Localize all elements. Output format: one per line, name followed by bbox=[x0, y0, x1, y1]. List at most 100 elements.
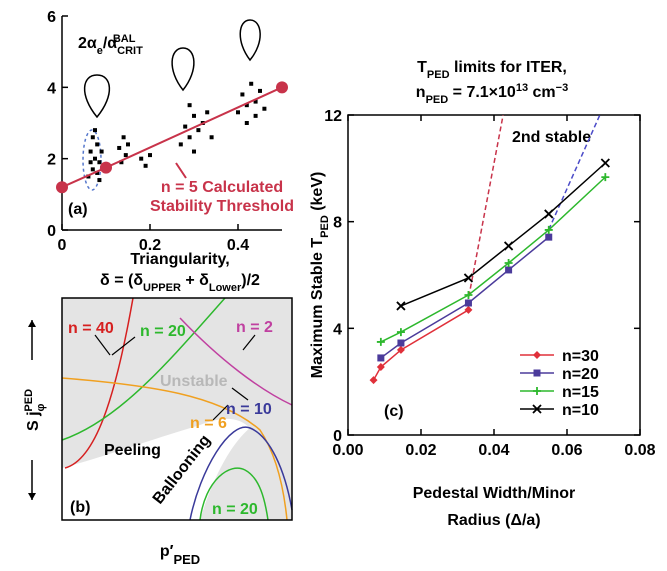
x-tick-label: 0.2 bbox=[139, 237, 161, 254]
data-point bbox=[123, 153, 128, 158]
curve-n2 bbox=[179, 317, 293, 406]
marker bbox=[544, 225, 553, 234]
label-part: UPPER bbox=[143, 282, 181, 294]
label-part: Lower bbox=[209, 282, 242, 294]
data-point bbox=[209, 135, 214, 140]
marks: 0 2 4 6 0 0.2 0.4 0 4 8 12 0.00 0.02 0.04 0.06 0.08 n=30… bbox=[47, 9, 656, 459]
threshold-point bbox=[100, 161, 112, 174]
x-tick-label: 0 bbox=[58, 237, 67, 254]
frame bbox=[61, 297, 293, 521]
chart-title: TPED limits for ITER, bbox=[417, 59, 567, 81]
title-part: PED bbox=[427, 69, 450, 81]
data-point bbox=[117, 145, 122, 150]
data-point bbox=[95, 142, 100, 147]
data-point bbox=[205, 110, 210, 115]
data-point bbox=[244, 121, 249, 125]
region-label: Peeling bbox=[104, 442, 161, 459]
y-tick-label: 12 bbox=[324, 108, 342, 125]
y-tick-label: 0 bbox=[47, 223, 56, 240]
title-part: limits for ITER, bbox=[450, 59, 567, 76]
data-point bbox=[143, 163, 148, 168]
panel-label: (a) bbox=[68, 201, 88, 218]
title-part: cm bbox=[528, 84, 556, 101]
x-tick-label: 0.06 bbox=[551, 442, 582, 459]
x-tick-label: 0.04 bbox=[478, 442, 509, 459]
data-point bbox=[258, 88, 262, 93]
y-axis-label: S jφPED bbox=[23, 320, 47, 500]
y-axis-label-text: S jφPED bbox=[23, 389, 47, 431]
marker bbox=[376, 363, 385, 371]
marker bbox=[600, 158, 610, 168]
x-tick-label: 0.4 bbox=[227, 237, 249, 254]
curve-n10 bbox=[189, 426, 293, 521]
title-part: −3 bbox=[556, 82, 569, 94]
label-part: δ = (δ bbox=[100, 272, 143, 289]
legend-label: n=20 bbox=[562, 366, 599, 383]
data-point bbox=[187, 135, 192, 140]
data-point bbox=[244, 103, 249, 108]
data-point bbox=[187, 103, 192, 108]
data-point bbox=[196, 128, 201, 133]
x-axis-label: Radius (Δ/a) bbox=[447, 512, 540, 529]
marker bbox=[396, 345, 405, 354]
legend-marker bbox=[533, 351, 541, 359]
title-part: 13 bbox=[516, 82, 528, 94]
panel-a-title: 2αe/αCRITBAL bbox=[78, 33, 143, 57]
data-point bbox=[88, 160, 93, 165]
y-axis-label: Maximum Stable TPED (keV) bbox=[309, 172, 331, 379]
legend-label: n=10 bbox=[562, 402, 599, 419]
marker bbox=[396, 301, 406, 311]
pointer bbox=[111, 336, 136, 356]
data-point bbox=[139, 156, 144, 161]
annotation: n = 5 Calculated bbox=[161, 179, 283, 196]
y-tick-label: 0 bbox=[333, 428, 342, 445]
x-tick-label: 0.08 bbox=[624, 442, 655, 459]
data-point bbox=[262, 106, 267, 111]
marker bbox=[504, 259, 513, 267]
y-tick-label: 8 bbox=[333, 215, 342, 232]
marker bbox=[463, 273, 474, 283]
data-point bbox=[119, 160, 124, 165]
region-label: Unstable bbox=[160, 373, 228, 390]
data-point bbox=[121, 135, 126, 140]
title-part: CRIT bbox=[117, 45, 143, 57]
title-part: BAL bbox=[113, 33, 136, 45]
y-tick-label: 2 bbox=[47, 152, 56, 169]
y-tick-label: 4 bbox=[333, 321, 342, 338]
title-part: PED bbox=[426, 94, 449, 106]
y-tick-label: 4 bbox=[47, 80, 56, 97]
curve-label: n = 2 bbox=[236, 319, 273, 336]
data-point bbox=[93, 156, 97, 161]
title-part: n bbox=[416, 84, 426, 101]
pointer bbox=[242, 334, 256, 351]
curve-n6 bbox=[61, 377, 288, 521]
y-tick-label: 6 bbox=[47, 9, 56, 26]
plasma-shape bbox=[83, 74, 111, 119]
data-point bbox=[126, 142, 130, 147]
marker bbox=[397, 339, 405, 347]
label-part: PED bbox=[173, 552, 200, 567]
label-part: (keV) bbox=[309, 172, 326, 216]
chart-title: nPED = 7.1×1013 cm−3 bbox=[416, 82, 568, 106]
marker bbox=[376, 337, 385, 346]
curve-n20 bbox=[61, 297, 226, 441]
threshold-line bbox=[61, 86, 283, 189]
title-part: /α bbox=[103, 35, 117, 52]
series-line bbox=[380, 176, 606, 343]
panel-a-decor bbox=[82, 19, 261, 191]
marker bbox=[544, 209, 554, 219]
title-part: T bbox=[417, 59, 427, 76]
label-part: Maximum Stable T bbox=[309, 238, 326, 379]
label-part: PED bbox=[23, 389, 35, 412]
label-part: )/2 bbox=[241, 272, 260, 289]
curve-label: n = 10 bbox=[226, 401, 272, 418]
title-part: e bbox=[97, 45, 103, 57]
annotation-pointer bbox=[175, 162, 187, 179]
marker bbox=[503, 241, 514, 251]
data-point bbox=[148, 153, 152, 158]
series-line bbox=[372, 309, 469, 381]
data-point bbox=[90, 135, 95, 140]
arrow-head bbox=[28, 493, 36, 500]
legend-label: n=30 bbox=[562, 348, 599, 365]
